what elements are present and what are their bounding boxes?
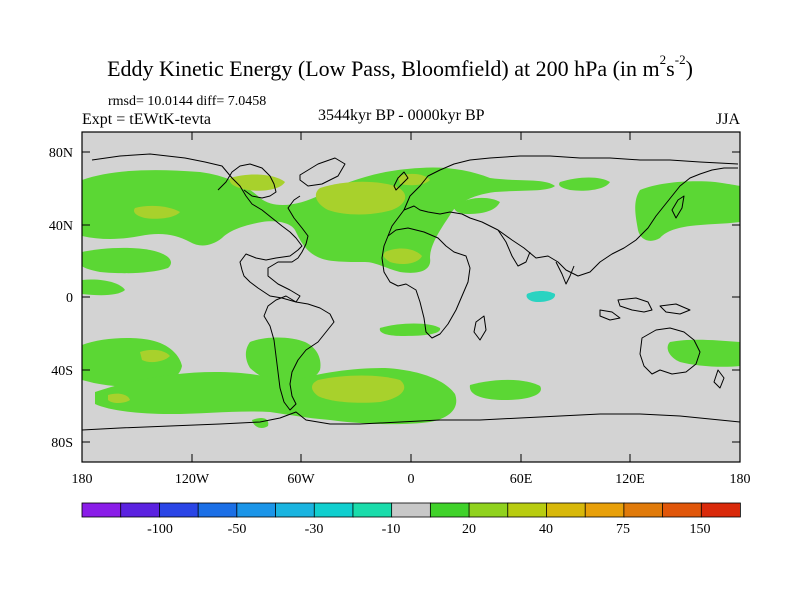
coast-south-america [263,295,335,411]
x-tick-60w: 60W [287,472,315,487]
y-tick-40n: 40N [49,219,73,234]
colorbar-swatch [391,502,432,518]
period-label: 3544kyr BP - 0000kyr BP [318,107,485,124]
colorbar-label-m50: -50 [228,522,247,537]
coast-madagascar [473,315,487,341]
coast-australia [639,327,701,375]
colorbar-label-m30: -30 [305,522,324,537]
colorbar-labels: -100 -50 -30 -10 20 40 75 150 [147,522,710,537]
y-tick-80n: 80N [49,146,73,161]
colorbar-swatch [546,502,586,518]
title-sup-2: -2 [674,52,686,67]
coast-new-zealand [713,369,725,389]
anomaly-field [82,167,740,428]
colorbar-swatch [429,502,470,518]
colorbar [81,502,741,518]
colorbar-swatch [120,502,161,518]
x-axis-labels: 180 120W 60W 0 60E 120E 180 [72,472,751,487]
x-tick-120w: 120W [175,472,210,487]
colorbar-swatch [662,502,703,518]
colorbar-label-m100: -100 [147,522,173,537]
colorbar-swatch [623,502,664,518]
coast-greenland [299,157,346,187]
coast-eurasia-south [387,167,738,277]
colorbar-label-150: 150 [690,522,711,537]
chart-title: Eddy Kinetic Energy (Low Pass, Bloomfiel… [0,53,800,82]
coast-antarctica [82,411,740,431]
colorbar-swatch [159,502,199,518]
colorbar-swatch [468,502,509,518]
y-tick-40s: 40S [51,364,73,379]
coast-eurasia-north [403,155,739,211]
coast-java [599,309,621,321]
title-sup-1: 2 [659,52,667,67]
x-tick-60e: 60E [510,472,533,487]
title-unit: s [666,56,675,81]
colorbar-label-75: 75 [616,522,630,537]
colorbar-label-40: 40 [539,522,553,537]
y-tick-0: 0 [66,291,73,306]
tick-marks [81,132,741,462]
colorbar-swatch [275,502,316,518]
colorbar-label-20: 20 [462,522,476,537]
coast-africa [381,227,471,339]
experiment-label: Expt = tEWtK-tevta [82,111,211,128]
season-label: JJA [716,111,741,128]
coast-arabia [497,229,531,267]
colorbar-swatch [81,502,122,518]
coast-hudson-bay [217,163,277,199]
colorbar-swatch [236,502,277,518]
colorbar-swatch [197,502,238,518]
coast-north-america [91,153,309,303]
colorbar-swatch [507,502,548,518]
coast-british-isles [393,171,409,191]
x-tick-180-left: 180 [72,472,93,487]
y-axis-labels: 80N 40N 0 40S 80S [49,146,73,451]
coastlines [82,153,740,431]
colorbar-label-m10: -10 [382,522,401,537]
x-tick-120e: 120E [615,472,645,487]
colorbar-swatch [313,502,354,518]
field-positive-mid [108,173,430,403]
y-tick-80s: 80S [51,436,73,451]
x-tick-0: 0 [408,472,415,487]
coast-new-guinea [659,303,691,315]
title-text: Eddy Kinetic Energy (Low Pass, Bloomfiel… [107,56,660,81]
coast-japan [671,195,685,219]
colorbar-swatch [352,502,393,518]
coast-borneo [617,297,653,313]
colorbar-swatch [700,502,741,518]
colorbar-swatch [584,502,625,518]
title-close: ) [685,56,693,81]
field-negative-low [526,291,556,302]
x-tick-180-right: 180 [730,472,751,487]
coast-india [555,261,575,285]
rmsd-diff-label: rmsd= 10.0144 diff= 7.0458 [108,94,267,109]
